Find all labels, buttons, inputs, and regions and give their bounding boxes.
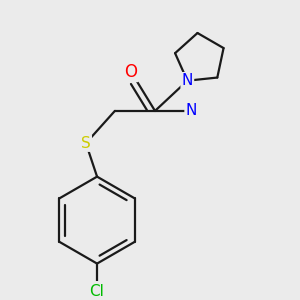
Text: Cl: Cl xyxy=(90,284,104,299)
Text: N: N xyxy=(182,73,193,88)
Text: O: O xyxy=(124,63,138,81)
Text: S: S xyxy=(81,136,91,151)
Text: N: N xyxy=(185,103,197,118)
